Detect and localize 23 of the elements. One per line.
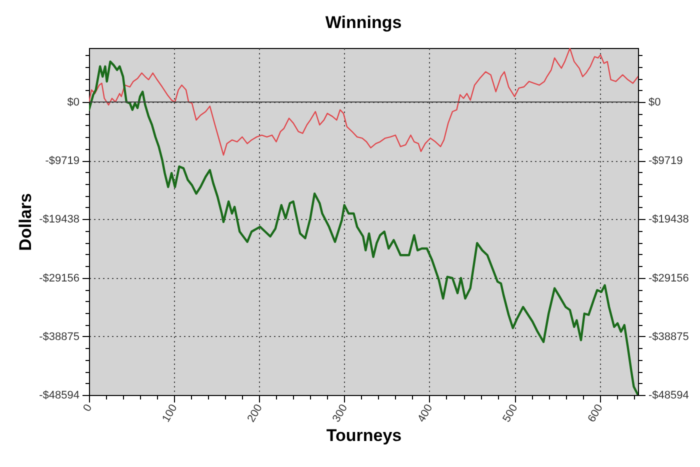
x-tick-label: 100 (160, 402, 180, 424)
chart-title: Winnings (325, 13, 402, 32)
y-tick-label: -$19438 (39, 214, 80, 226)
y-tick-label: -$9719 (45, 155, 80, 168)
x-tick-label: 500 (500, 402, 520, 424)
y-tick-label: -$48594 (39, 390, 80, 402)
y2-tick-label: -$29156 (648, 272, 689, 284)
y-tick-label: $0 (67, 96, 80, 108)
x-tick-label: 0 (81, 402, 95, 414)
x-tick-label: 300 (330, 402, 350, 424)
x-tick-label: 600 (586, 402, 606, 424)
y2-tick-label: -$48594 (648, 390, 689, 402)
x-tick-label: 200 (245, 402, 265, 424)
y2-tick-label: $0 (648, 96, 661, 108)
y-tick-label: -$29156 (39, 272, 80, 284)
y-axis-title: Dollars (16, 193, 36, 251)
line-series (89, 48, 638, 156)
y2-tick-label: -$38875 (648, 330, 689, 343)
x-axis-title: Tourneys (326, 426, 402, 445)
y2-tick-label: -$9719 (648, 155, 683, 168)
x-tick-label: 400 (416, 402, 436, 424)
y2-tick-label: -$19438 (648, 214, 689, 226)
y-tick-label: -$38875 (39, 330, 80, 343)
